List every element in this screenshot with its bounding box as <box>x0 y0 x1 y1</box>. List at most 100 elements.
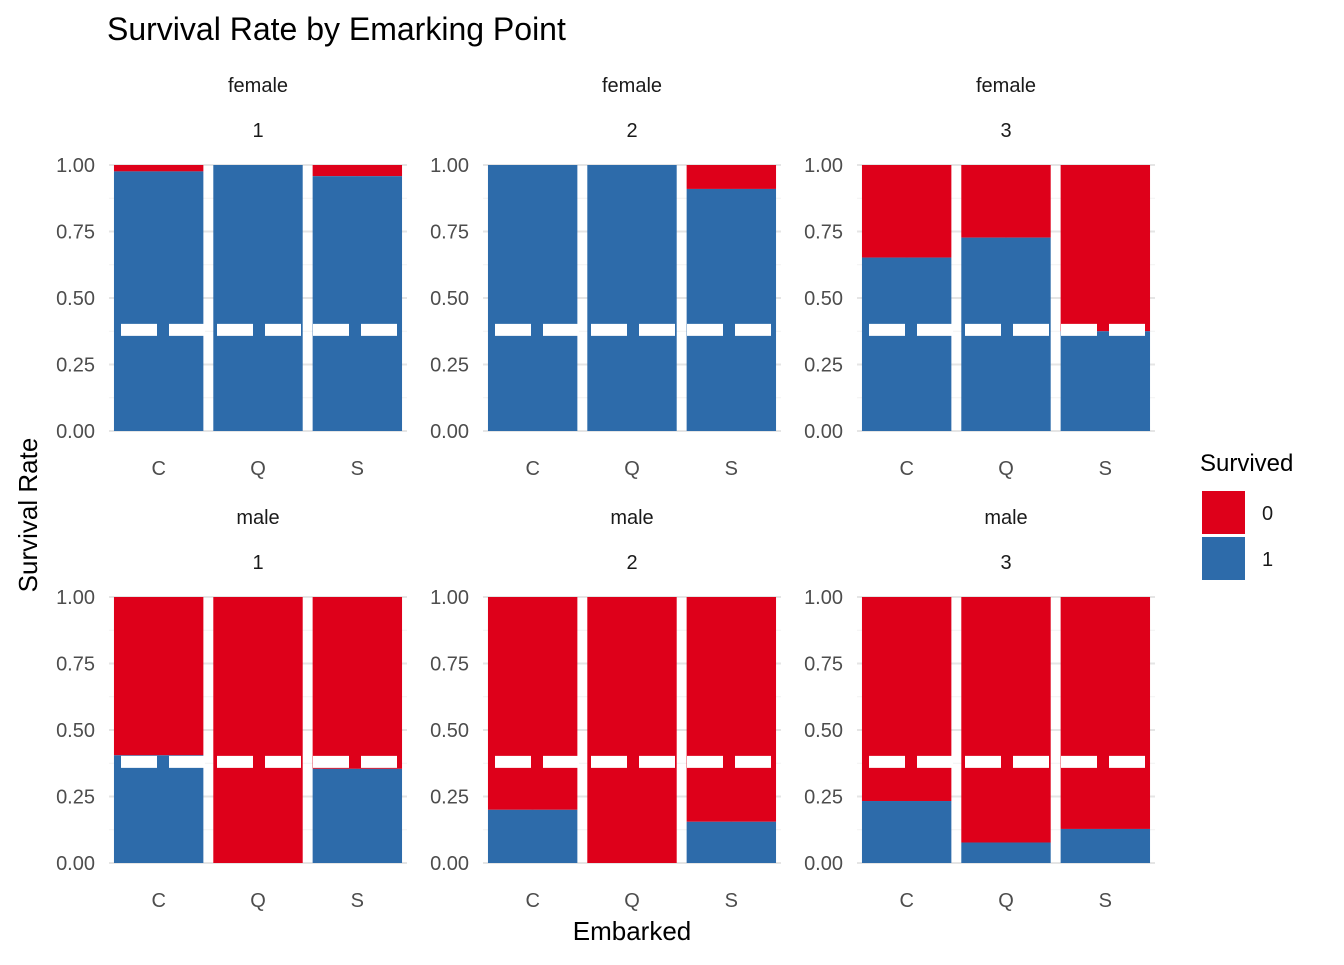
x-tick-label: Q <box>250 890 266 912</box>
x-tick-label: C <box>151 890 165 912</box>
facet-panel: female 3 0.00 0.25 0.50 0.75 1.00 C Q S <box>804 75 1155 480</box>
y-tick-label: 1.00 <box>56 587 95 609</box>
y-tick-label: 0.00 <box>804 421 843 443</box>
y-tick-label: 0.50 <box>56 288 95 310</box>
bar-segment-survived <box>113 755 204 863</box>
y-tick-label: 0.50 <box>804 288 843 310</box>
bar-segment-survived <box>213 165 303 431</box>
x-tick-label: Q <box>998 890 1014 912</box>
bar-segment-died <box>861 597 952 802</box>
y-tick-label: 1.00 <box>430 587 469 609</box>
bar-segment-survived <box>686 821 777 863</box>
bar-segment-died <box>213 597 303 863</box>
y-tick-label: 1.00 <box>804 587 843 609</box>
bar-segment-survived <box>312 176 403 431</box>
y-tick-label: 0.75 <box>56 654 95 676</box>
x-tick-label: S <box>725 890 738 912</box>
x-tick-label: C <box>525 458 539 480</box>
x-tick-label: S <box>725 458 738 480</box>
x-tick-label: S <box>1099 890 1112 912</box>
y-tick-label: 0.00 <box>430 421 469 443</box>
facet-panel: male 2 0.00 0.25 0.50 0.75 1.00 C Q S <box>430 507 781 912</box>
x-tick-label: C <box>525 890 539 912</box>
x-tick-label: S <box>351 458 364 480</box>
legend-label: 0 <box>1262 503 1273 525</box>
y-tick-label: 0.50 <box>430 720 469 742</box>
facet-panel: female 2 0.00 0.25 0.50 0.75 1.00 C Q S <box>430 75 781 480</box>
x-tick-label: S <box>351 890 364 912</box>
y-axis-label: Survival Rate <box>13 438 43 593</box>
chart-title: Survival Rate by Emarking Point <box>107 11 566 47</box>
x-tick-label: C <box>899 890 913 912</box>
x-tick-label: C <box>899 458 913 480</box>
y-tick-label: 0.75 <box>430 222 469 244</box>
y-tick-label: 0.75 <box>804 654 843 676</box>
bar-segment-died <box>487 597 578 810</box>
bar-segment-survived <box>686 188 777 431</box>
facet-strip-sex: male <box>984 507 1027 529</box>
facet-strip-sex: female <box>228 75 288 97</box>
bar-segment-died <box>1060 165 1151 332</box>
legend-label: 1 <box>1262 549 1273 571</box>
bar-segment-died <box>113 165 204 172</box>
y-tick-label: 0.50 <box>804 720 843 742</box>
facet-strip-pclass: 2 <box>626 552 637 574</box>
y-tick-label: 0.50 <box>430 288 469 310</box>
bar-segment-died <box>686 597 777 822</box>
y-tick-label: 0.00 <box>430 853 469 875</box>
y-tick-label: 0.75 <box>430 654 469 676</box>
bar-segment-died <box>961 597 1051 843</box>
y-tick-label: 0.00 <box>804 853 843 875</box>
y-tick-label: 0.75 <box>804 222 843 244</box>
y-tick-label: 0.25 <box>56 355 95 377</box>
y-tick-label: 0.25 <box>430 787 469 809</box>
legend-key <box>1202 491 1245 534</box>
y-tick-label: 0.25 <box>430 355 469 377</box>
x-axis-label: Embarked <box>573 916 692 946</box>
x-tick-label: Q <box>624 458 640 480</box>
facet-panel: male 1 0.00 0.25 0.50 0.75 1.00 C Q S <box>56 507 407 912</box>
facet-panel: male 3 0.00 0.25 0.50 0.75 1.00 C Q S <box>804 507 1155 912</box>
bar-segment-survived <box>113 171 204 431</box>
x-tick-label: C <box>151 458 165 480</box>
bar-segment-survived <box>1060 828 1151 863</box>
facet-strip-sex: female <box>602 75 662 97</box>
bar-segment-died <box>1060 597 1151 829</box>
y-tick-label: 0.25 <box>804 355 843 377</box>
facet-strip-pclass: 3 <box>1000 120 1011 142</box>
x-tick-label: S <box>1099 458 1112 480</box>
legend: Survived 0 1 <box>1200 450 1293 580</box>
bar-segment-survived <box>861 801 952 863</box>
x-tick-label: Q <box>250 458 266 480</box>
x-tick-label: Q <box>998 458 1014 480</box>
bar-segment-survived <box>861 257 952 431</box>
bar-segment-died <box>861 165 952 258</box>
legend-key <box>1202 537 1245 580</box>
y-tick-label: 1.00 <box>56 155 95 177</box>
y-tick-label: 0.50 <box>56 720 95 742</box>
bar-segment-survived <box>312 768 403 863</box>
bar-segment-died <box>312 165 403 177</box>
facet-panel: female 1 0.00 0.25 0.50 0.75 1.00 C Q S <box>56 75 407 480</box>
facet-strip-pclass: 3 <box>1000 552 1011 574</box>
bar-segment-survived <box>487 809 578 863</box>
y-tick-label: 0.00 <box>56 421 95 443</box>
x-tick-label: Q <box>624 890 640 912</box>
bar-segment-died <box>961 165 1051 238</box>
y-tick-label: 1.00 <box>804 155 843 177</box>
y-tick-label: 0.25 <box>804 787 843 809</box>
bar-segment-died <box>113 597 204 756</box>
y-tick-label: 0.25 <box>56 787 95 809</box>
bar-segment-died <box>686 165 777 189</box>
y-tick-label: 0.75 <box>56 222 95 244</box>
facet-strip-pclass: 2 <box>626 120 637 142</box>
facet-strip-pclass: 1 <box>252 552 263 574</box>
legend-title: Survived <box>1200 450 1293 477</box>
y-tick-label: 0.00 <box>56 853 95 875</box>
bar-segment-survived <box>487 165 578 431</box>
bar-segment-died <box>312 597 403 769</box>
y-tick-label: 1.00 <box>430 155 469 177</box>
